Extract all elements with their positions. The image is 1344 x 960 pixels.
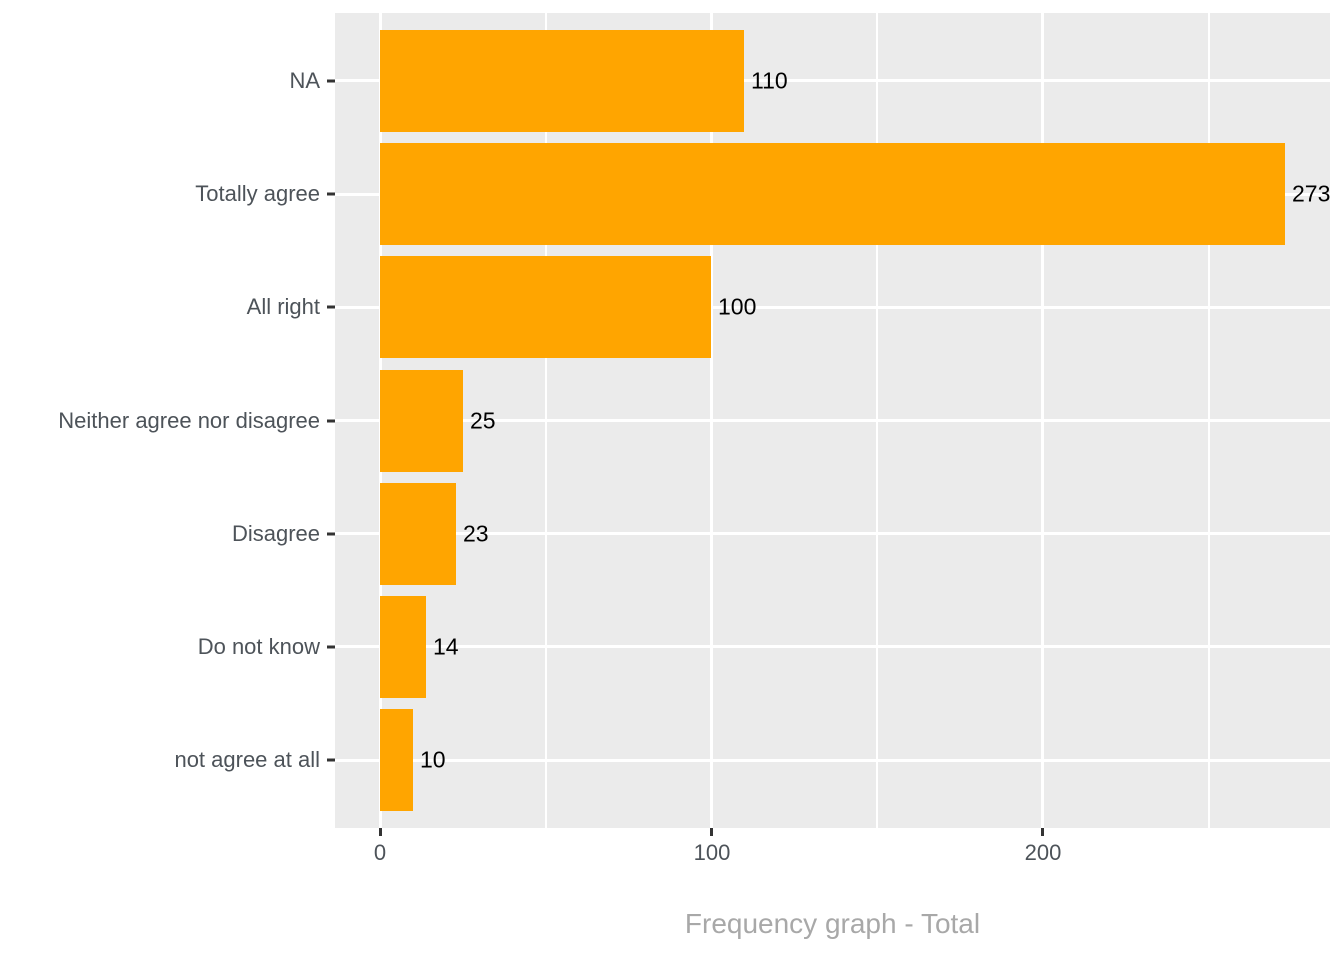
y-axis-label-not-agree-at-all: not agree at all bbox=[174, 747, 320, 772]
bar-neither-agree-nor-disagree bbox=[380, 370, 463, 472]
bar-do-not-know bbox=[380, 596, 426, 698]
y-axis-label-totally-agree: Totally agree bbox=[195, 181, 320, 206]
x-axis-tick bbox=[710, 828, 713, 836]
bar-value-label: 273 bbox=[1292, 180, 1330, 207]
gridline-major-horizontal bbox=[335, 532, 1330, 535]
bar-value-label: 23 bbox=[463, 520, 489, 547]
bar-totally-agree bbox=[380, 143, 1285, 245]
bar-not-agree-at-all bbox=[380, 709, 413, 811]
y-axis-label-na: NA bbox=[289, 68, 320, 93]
bar-value-label: 100 bbox=[718, 293, 757, 320]
y-axis-tick bbox=[327, 419, 335, 423]
bar-value-label: 25 bbox=[470, 407, 496, 434]
y-axis-label-neither-agree-nor-disagree: Neither agree nor disagree bbox=[58, 408, 320, 433]
gridline-major-horizontal bbox=[335, 419, 1330, 422]
y-axis-tick bbox=[327, 192, 335, 196]
bar-all-right bbox=[380, 256, 711, 358]
y-axis-label-disagree: Disagree bbox=[231, 521, 320, 546]
bar-value-label: 10 bbox=[420, 746, 446, 773]
y-axis-tick bbox=[327, 758, 335, 762]
gridline-major-horizontal bbox=[335, 79, 1330, 82]
bar-value-label: 110 bbox=[751, 67, 788, 94]
y-axis-tick bbox=[327, 645, 335, 649]
y-axis-label-all-right: All right bbox=[246, 294, 320, 319]
gridline-major-horizontal bbox=[335, 306, 1330, 309]
bar-na bbox=[380, 30, 744, 132]
plot-panel: 110 273 100 25 23 14 10 bbox=[335, 13, 1330, 828]
x-axis-tick-label: 200 bbox=[1024, 840, 1062, 865]
gridline-major-horizontal bbox=[335, 759, 1330, 762]
y-axis-tick bbox=[327, 79, 335, 83]
y-axis-label-do-not-know: Do not know bbox=[197, 634, 320, 659]
x-axis-tick-label: 100 bbox=[693, 840, 731, 865]
y-axis-tick bbox=[327, 532, 335, 536]
bar-value-label: 14 bbox=[433, 633, 459, 660]
x-axis-tick-label: 0 bbox=[373, 840, 387, 865]
bar-disagree bbox=[380, 483, 456, 585]
chart-title: Frequency graph - Total bbox=[684, 908, 981, 939]
x-axis-tick bbox=[379, 828, 382, 836]
y-axis-tick bbox=[327, 305, 335, 309]
gridline-major-horizontal bbox=[335, 645, 1330, 648]
x-axis-tick bbox=[1041, 828, 1044, 836]
